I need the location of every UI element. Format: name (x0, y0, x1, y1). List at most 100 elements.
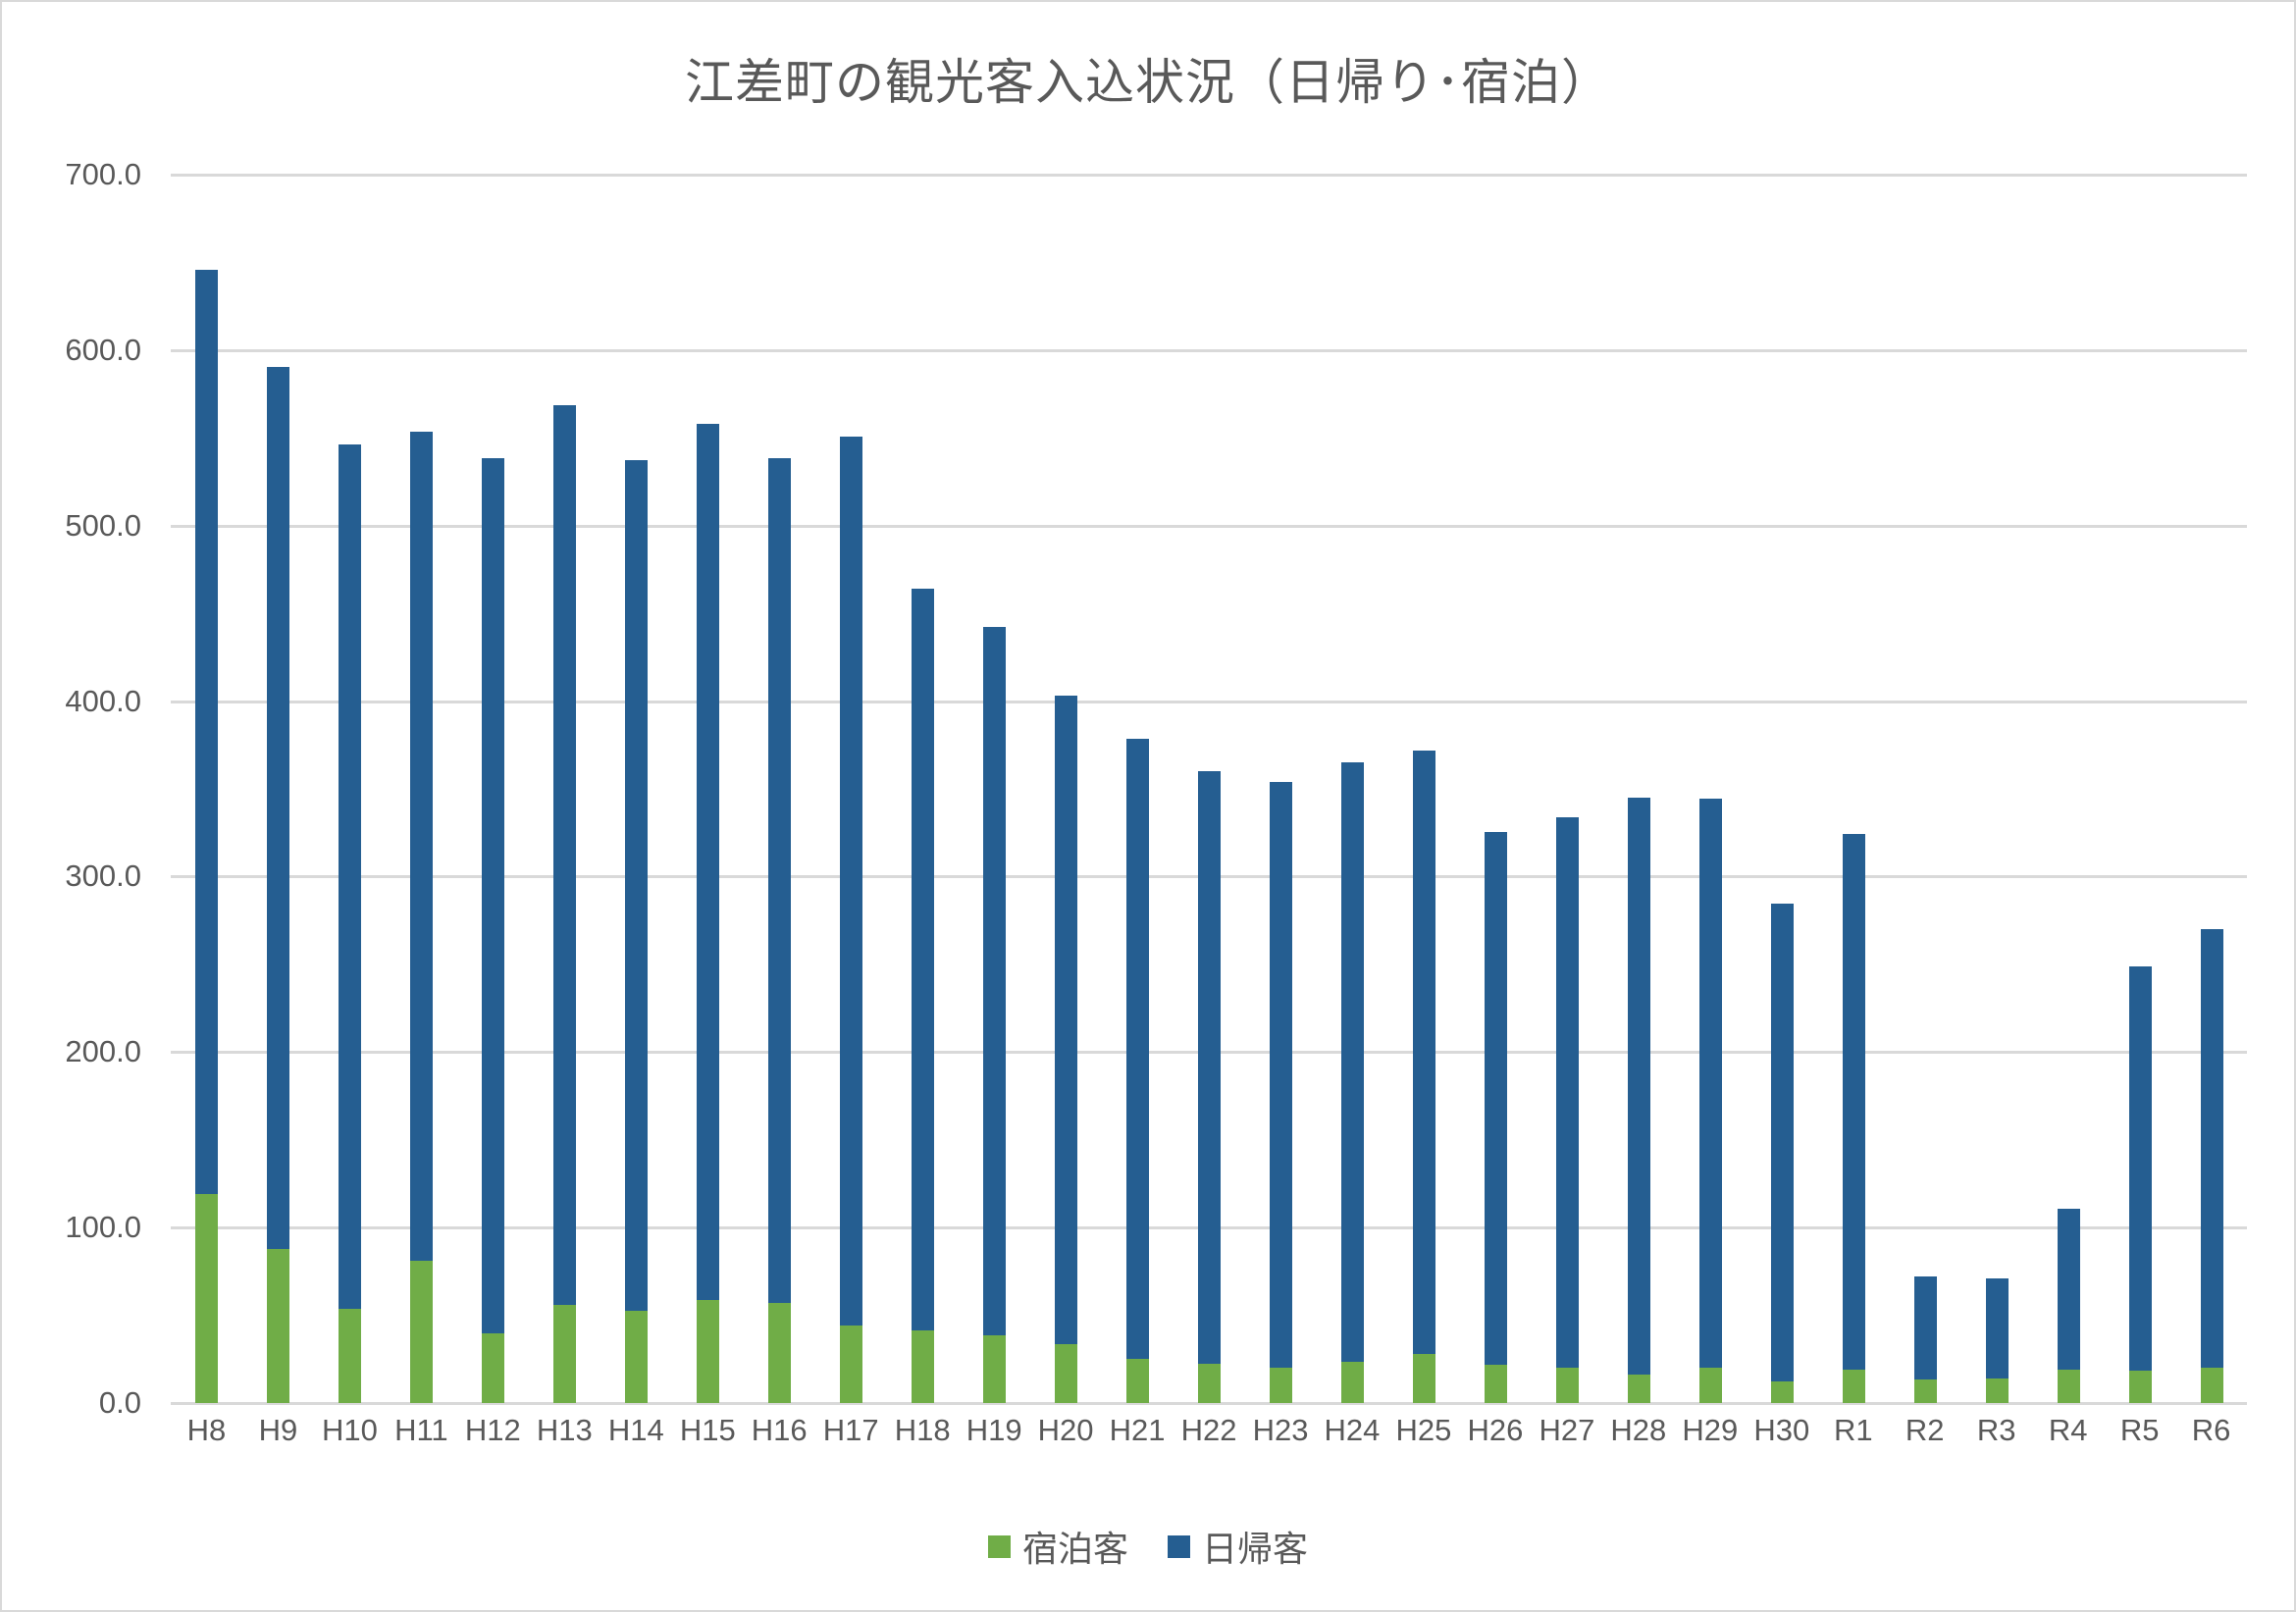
stacked-bar[interactable] (1126, 739, 1150, 1403)
stacked-bar[interactable] (1555, 816, 1579, 1403)
bar-segment-day[interactable] (1770, 904, 1794, 1381)
x-tick-label: H15 (679, 1413, 736, 1447)
bar-segment-stay[interactable] (983, 1334, 1007, 1403)
stacked-bar[interactable] (1055, 696, 1078, 1403)
stacked-bar[interactable] (912, 588, 935, 1403)
stacked-bar[interactable] (768, 457, 792, 1403)
bar-segment-day[interactable] (1484, 832, 1507, 1365)
bar-series: H8 H9 H10 H11 H12 H13 H14 H15 H16 H17 H18 H19 H20 H21… (171, 175, 2247, 1447)
stacked-bar[interactable] (1698, 799, 1722, 1403)
legend-label-day: 日帰客 (1202, 1530, 1309, 1570)
y-tick-label: 300.0 (65, 858, 141, 894)
stacked-bar[interactable] (2128, 966, 2152, 1403)
stacked-bar[interactable] (553, 404, 577, 1403)
bar-segment-day[interactable] (1698, 799, 1722, 1368)
bar-segment-day[interactable] (1055, 696, 1078, 1344)
bar-segment-day[interactable] (2128, 966, 2152, 1371)
bar-segment-day[interactable] (267, 366, 290, 1250)
bar-segment-stay[interactable] (482, 1332, 505, 1403)
stacked-bar[interactable] (1340, 761, 1364, 1403)
bar-segment-stay[interactable] (1055, 1343, 1078, 1403)
bar-segment-day[interactable] (1340, 761, 1364, 1362)
bar-segment-day[interactable] (1913, 1276, 1937, 1379)
bar-segment-day[interactable] (1985, 1278, 2009, 1378)
bar-category: H18 (887, 175, 959, 1447)
stacked-bar[interactable] (482, 458, 505, 1403)
bar-segment-stay[interactable] (1340, 1361, 1364, 1403)
bar-segment-stay[interactable] (912, 1329, 935, 1403)
bar-segment-stay[interactable] (1412, 1353, 1435, 1403)
stacked-bar[interactable] (2057, 1208, 2080, 1403)
bar-segment-stay[interactable] (840, 1325, 863, 1403)
bar-segment-stay[interactable] (410, 1261, 434, 1403)
legend-label-stay: 宿泊客 (1021, 1530, 1128, 1570)
bar-segment-day[interactable] (697, 424, 720, 1301)
stacked-bar[interactable] (840, 437, 863, 1403)
bar-segment-stay[interactable] (1484, 1364, 1507, 1403)
bar-segment-stay[interactable] (1270, 1367, 1293, 1403)
bar-category: H20 (1030, 175, 1102, 1447)
bar-segment-day[interactable] (840, 437, 863, 1326)
stacked-bar[interactable] (195, 270, 219, 1403)
bar-segment-stay[interactable] (1698, 1367, 1722, 1403)
bar-segment-stay[interactable] (339, 1308, 362, 1403)
bar-segment-day[interactable] (2200, 929, 2223, 1368)
bar-segment-stay[interactable] (1985, 1378, 2009, 1403)
bar-segment-day[interactable] (1198, 770, 1222, 1364)
stacked-bar[interactable] (410, 432, 434, 1403)
bar-segment-day[interactable] (482, 458, 505, 1333)
bar-segment-day[interactable] (410, 432, 434, 1262)
bar-segment-stay[interactable] (1627, 1374, 1650, 1403)
bar-segment-day[interactable] (768, 457, 792, 1303)
bar-segment-day[interactable] (1555, 816, 1579, 1368)
bar-segment-stay[interactable] (1913, 1378, 1937, 1403)
x-tick-label: H28 (1610, 1413, 1667, 1447)
bar-segment-day[interactable] (983, 626, 1007, 1335)
bar-segment-day[interactable] (2057, 1208, 2080, 1370)
bar-segment-stay[interactable] (267, 1249, 290, 1403)
x-tick-label: H21 (1109, 1413, 1166, 1447)
bar-segment-stay[interactable] (2200, 1367, 2223, 1403)
bar-segment-day[interactable] (1270, 782, 1293, 1368)
bar-segment-stay[interactable] (625, 1310, 649, 1403)
bar-segment-stay[interactable] (1126, 1358, 1150, 1403)
bar-segment-stay[interactable] (1770, 1380, 1794, 1403)
stacked-bar[interactable] (983, 626, 1007, 1403)
bar-segment-day[interactable] (1412, 751, 1435, 1354)
stacked-bar[interactable] (1985, 1278, 2009, 1403)
bar-segment-stay[interactable] (195, 1193, 219, 1403)
x-tick-label: H9 (258, 1413, 298, 1447)
stacked-bar[interactable] (697, 424, 720, 1403)
bar-segment-stay[interactable] (1198, 1363, 1222, 1403)
stacked-bar[interactable] (1270, 782, 1293, 1403)
bar-segment-day[interactable] (195, 270, 219, 1194)
bar-segment-day[interactable] (625, 460, 649, 1311)
bar-segment-stay[interactable] (768, 1302, 792, 1403)
stacked-bar[interactable] (1842, 834, 1865, 1403)
bar-segment-stay[interactable] (1555, 1367, 1579, 1403)
stacked-bar[interactable] (1627, 798, 1650, 1403)
stacked-bar[interactable] (267, 366, 290, 1403)
bar-segment-stay[interactable] (2128, 1370, 2152, 1403)
stacked-bar[interactable] (1913, 1276, 1937, 1403)
bar-segment-day[interactable] (553, 404, 577, 1305)
x-tick-label: H22 (1180, 1413, 1237, 1447)
stacked-bar[interactable] (1484, 832, 1507, 1403)
bar-segment-stay[interactable] (553, 1304, 577, 1403)
x-tick-label: R4 (2048, 1413, 2088, 1447)
stacked-bar[interactable] (339, 444, 362, 1403)
bar-segment-day[interactable] (339, 444, 362, 1309)
stacked-bar[interactable] (2200, 929, 2223, 1403)
stacked-bar[interactable] (1770, 904, 1794, 1403)
bar-segment-stay[interactable] (1842, 1369, 1865, 1403)
stacked-bar[interactable] (1412, 751, 1435, 1403)
stacked-bar[interactable] (625, 460, 649, 1403)
bar-segment-stay[interactable] (697, 1300, 720, 1403)
bar-segment-stay[interactable] (2057, 1369, 2080, 1403)
stacked-bar[interactable] (1198, 770, 1222, 1403)
bar-segment-day[interactable] (912, 588, 935, 1330)
x-tick-label: H29 (1682, 1413, 1739, 1447)
bar-segment-day[interactable] (1842, 834, 1865, 1370)
bar-segment-day[interactable] (1126, 739, 1150, 1359)
bar-segment-day[interactable] (1627, 798, 1650, 1375)
